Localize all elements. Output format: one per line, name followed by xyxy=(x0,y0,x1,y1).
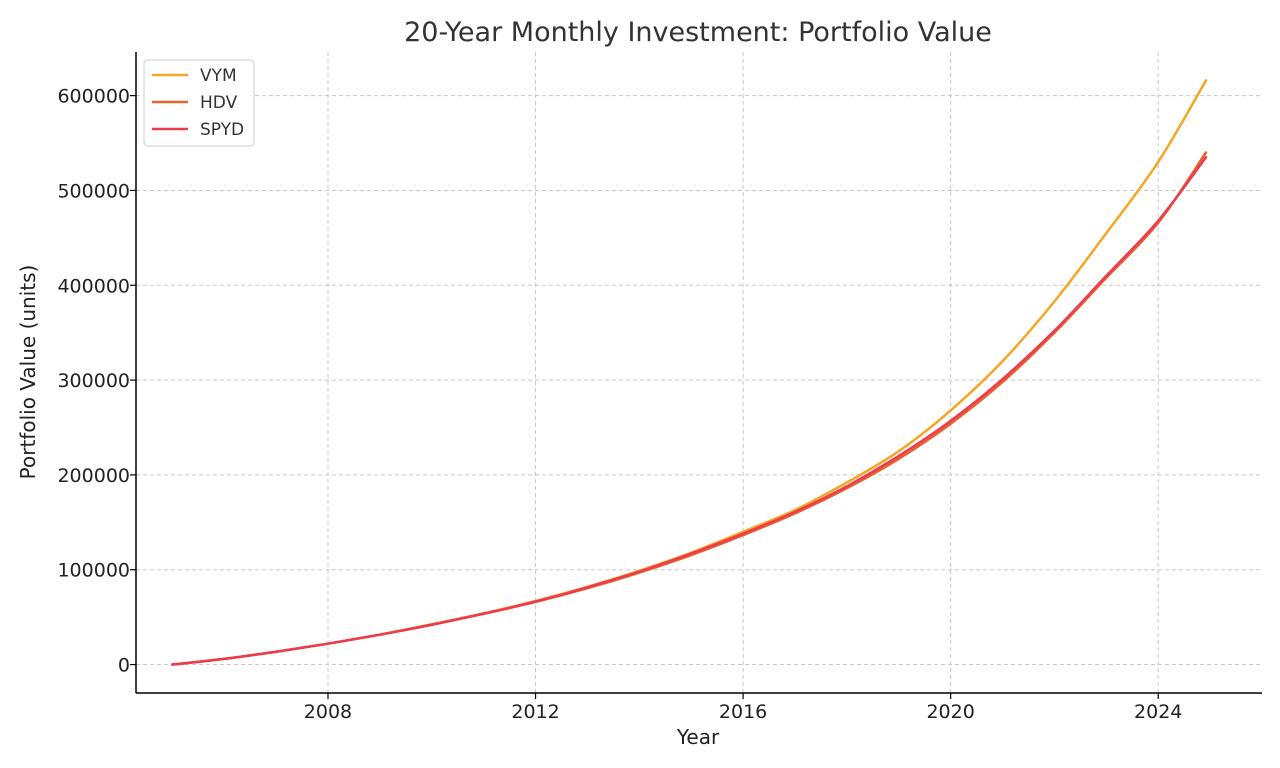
y-tick-label: 100000 xyxy=(57,560,130,582)
series-lines xyxy=(171,79,1208,666)
y-axis-label: Portfolio Value (units) xyxy=(16,265,40,480)
axes xyxy=(135,52,1262,694)
x-tick-label: 2012 xyxy=(511,701,559,723)
y-tick-label: 200000 xyxy=(57,465,130,487)
series-line-spyd xyxy=(171,156,1208,666)
legend-label-spyd: SPYD xyxy=(200,120,244,140)
series-line-vym xyxy=(171,79,1208,666)
x-axis-label: Year xyxy=(676,725,720,749)
y-ticks: 0 100000 200000 300000 400000 500000 600000 xyxy=(57,86,136,677)
y-tick-label: 300000 xyxy=(57,370,130,392)
x-ticks: 2008 2012 2016 2020 2024 xyxy=(304,693,1182,723)
y-tick-label: 500000 xyxy=(57,180,130,202)
series-line-hdv xyxy=(171,151,1208,666)
x-tick-label: 2024 xyxy=(1134,701,1182,723)
grid-lines xyxy=(136,52,1262,693)
legend-label-hdv: HDV xyxy=(200,93,238,113)
x-tick-label: 2008 xyxy=(304,701,352,723)
legend: VYM HDV SPYD xyxy=(143,59,255,147)
y-tick-label: 400000 xyxy=(57,275,130,297)
legend-box xyxy=(143,59,255,147)
y-tick-label: 0 xyxy=(118,655,130,677)
x-tick-label: 2016 xyxy=(719,701,767,723)
chart-title: 20-Year Monthly Investment: Portfolio Va… xyxy=(404,17,992,48)
x-tick-label: 2020 xyxy=(926,701,974,723)
y-tick-label: 600000 xyxy=(57,86,130,108)
legend-label-vym: VYM xyxy=(200,66,237,86)
